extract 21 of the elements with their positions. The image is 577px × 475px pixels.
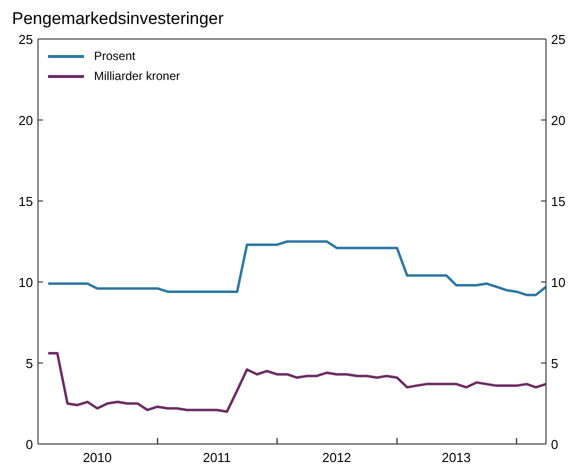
x-tick-label: 2013 <box>442 450 471 465</box>
y2-tick-label: 10 <box>551 275 566 290</box>
y2-tick-label: 25 <box>551 32 566 47</box>
y2-tick-label: 15 <box>551 194 566 209</box>
chart-title: Pengemarkedsinvesteringer <box>11 8 225 30</box>
y-tick-label: 5 <box>26 356 33 371</box>
line-series <box>46 352 546 413</box>
y-tick-label: 20 <box>18 113 33 128</box>
y2-tick-label: 0 <box>551 437 558 452</box>
x-tick-label: 2011 <box>202 450 231 465</box>
y-tick-label: 10 <box>18 275 33 290</box>
legend-label: Prosent <box>94 49 136 63</box>
y-tick-label: 15 <box>18 194 33 209</box>
y-tick-label: 0 <box>26 437 33 452</box>
y-tick-label: 25 <box>18 32 33 47</box>
line-series <box>46 240 546 296</box>
y2-tick-label: 20 <box>551 113 566 128</box>
x-tick-label: 2012 <box>322 450 352 465</box>
y2-tick-label: 5 <box>551 356 558 371</box>
x-tick-label: 2010 <box>82 450 112 465</box>
legend-label: Milliarder kroner <box>94 69 180 83</box>
